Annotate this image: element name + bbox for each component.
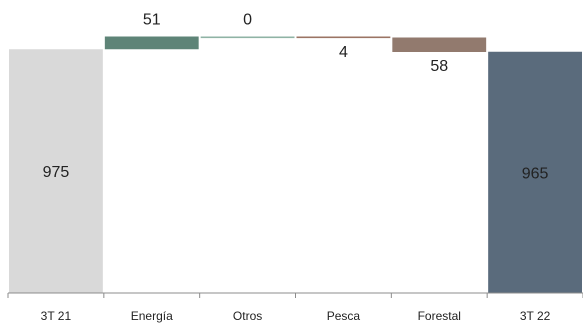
x-tick-labels-group: 3T 21 Energía Otros Pesca Forestal 3T 22 [41, 309, 551, 323]
x-tick-label-otros: Otros [233, 309, 262, 323]
bar-3t-21 [9, 49, 103, 293]
data-label-3t-21: 975 [43, 164, 70, 181]
bar-otros [200, 36, 295, 39]
data-label-otros: 0 [243, 12, 252, 29]
bars-group [9, 36, 582, 293]
bar-pesca [296, 36, 391, 39]
data-label-forestal: 58 [430, 58, 448, 75]
bar-energía [104, 36, 199, 50]
x-tick-label-3t-21: 3T 21 [41, 309, 72, 323]
data-label-pesca: 4 [339, 44, 348, 61]
x-tick-label-forestal: Forestal [418, 309, 461, 323]
data-label-3t-22: 965 [522, 165, 549, 182]
x-tick-label-energía: Energía [131, 309, 173, 323]
x-tick-label-3t-22: 3T 22 [520, 309, 551, 323]
bar-forestal [392, 37, 487, 52]
data-labels-group: 975 51 0 4 58 965 [43, 12, 549, 183]
x-tick-label-pesca: Pesca [327, 309, 361, 323]
data-label-energía: 51 [143, 12, 161, 29]
bar-3t-22 [488, 51, 582, 293]
x-axis [7, 292, 583, 298]
